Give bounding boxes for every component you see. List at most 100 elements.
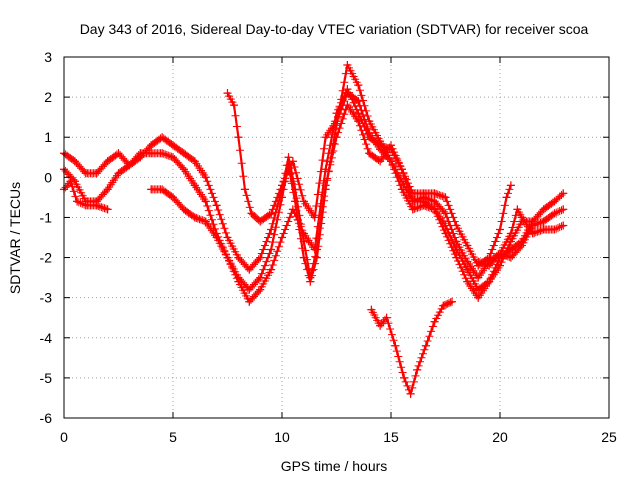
- y-tick-label: 1: [44, 129, 52, 145]
- data-point: [212, 233, 221, 242]
- data-point: [291, 197, 300, 206]
- data-point: [506, 229, 515, 238]
- data-point: [496, 249, 504, 258]
- data-point: [256, 285, 265, 294]
- x-tick-label: 20: [492, 429, 508, 445]
- data-point: [158, 133, 167, 142]
- data-point: [256, 253, 265, 262]
- data-point: [278, 181, 286, 190]
- x-tick-label: 5: [169, 429, 177, 445]
- y-tick-label: 0: [44, 169, 52, 185]
- data-point: [247, 209, 256, 218]
- data-point: [430, 197, 439, 206]
- data-point: [245, 285, 254, 294]
- data-point: [73, 197, 82, 206]
- data-point: [452, 253, 461, 262]
- data-point: [169, 141, 177, 150]
- data-point: [400, 373, 409, 382]
- data-point: [354, 97, 363, 106]
- data-point: [190, 157, 199, 166]
- x-tick-label: 25: [601, 429, 617, 445]
- data-point: [299, 253, 308, 262]
- data-point: [550, 209, 559, 218]
- series-satellite-track-5: [474, 205, 568, 270]
- series-layer: [60, 61, 568, 398]
- data-point: [81, 201, 90, 210]
- data-point: [559, 221, 568, 230]
- data-point: [430, 317, 439, 326]
- data-point: [517, 213, 526, 222]
- data-point: [147, 141, 156, 150]
- x-axis-title: GPS time / hours: [281, 458, 388, 474]
- data-point: [397, 177, 406, 186]
- data-point: [103, 205, 112, 214]
- data-point: [321, 133, 330, 142]
- data-point: [92, 201, 101, 210]
- data-point: [513, 205, 522, 214]
- data-point: [245, 297, 254, 306]
- data-point: [234, 277, 243, 286]
- series-trace: [62, 104, 512, 279]
- data-point: [169, 193, 177, 202]
- data-point: [406, 389, 415, 398]
- series-satellite-track-7: [367, 297, 456, 398]
- data-point: [103, 157, 112, 166]
- data-point: [539, 205, 548, 214]
- data-point: [169, 153, 177, 162]
- series-plus-markers: [60, 101, 515, 282]
- data-point: [81, 169, 90, 178]
- data-point: [92, 169, 101, 178]
- data-point: [387, 157, 395, 166]
- data-point: [158, 149, 167, 158]
- x-tick-label: 15: [383, 429, 399, 445]
- data-point: [70, 157, 79, 166]
- data-point: [506, 245, 515, 254]
- data-point: [539, 217, 548, 226]
- data-point: [223, 233, 232, 242]
- data-point: [136, 149, 145, 158]
- data-point: [474, 293, 483, 302]
- data-point: [234, 133, 243, 142]
- data-point: [201, 173, 210, 182]
- data-point: [234, 253, 243, 262]
- data-point: [190, 181, 199, 190]
- data-point: [179, 165, 188, 174]
- data-point: [267, 245, 276, 254]
- data-point: [419, 193, 428, 202]
- y-tick-label: -3: [40, 290, 53, 306]
- data-point: [367, 305, 376, 314]
- data-point: [299, 229, 308, 238]
- data-point: [256, 217, 265, 226]
- data-point: [114, 149, 123, 158]
- data-point: [267, 265, 276, 274]
- data-point: [147, 149, 156, 158]
- data-point: [125, 161, 134, 170]
- data-point: [230, 101, 238, 110]
- data-point: [502, 193, 511, 202]
- x-tick-label: 10: [274, 429, 290, 445]
- y-tick-label: -4: [40, 330, 53, 346]
- data-point: [448, 297, 456, 306]
- data-point: [441, 193, 450, 202]
- data-point: [441, 229, 450, 238]
- data-point: [310, 245, 319, 254]
- data-point: [343, 89, 352, 98]
- y-tick-label: 3: [44, 49, 52, 65]
- data-point: [408, 205, 417, 214]
- data-point: [158, 185, 167, 194]
- data-point: [376, 157, 385, 166]
- data-point: [528, 221, 537, 230]
- y-tick-label: -1: [40, 209, 53, 225]
- y-tick-label: 2: [44, 89, 52, 105]
- plot-frame: [63, 56, 610, 419]
- data-point: [421, 341, 430, 350]
- data-point: [256, 273, 265, 282]
- data-point: [430, 189, 439, 198]
- data-point: [441, 209, 450, 218]
- data-point: [354, 81, 363, 90]
- data-point: [550, 197, 559, 206]
- data-point: [288, 205, 297, 214]
- data-point: [103, 185, 112, 194]
- data-point: [397, 165, 406, 174]
- chart-title: Day 343 of 2016, Sidereal Day-to-day VTE…: [80, 21, 589, 37]
